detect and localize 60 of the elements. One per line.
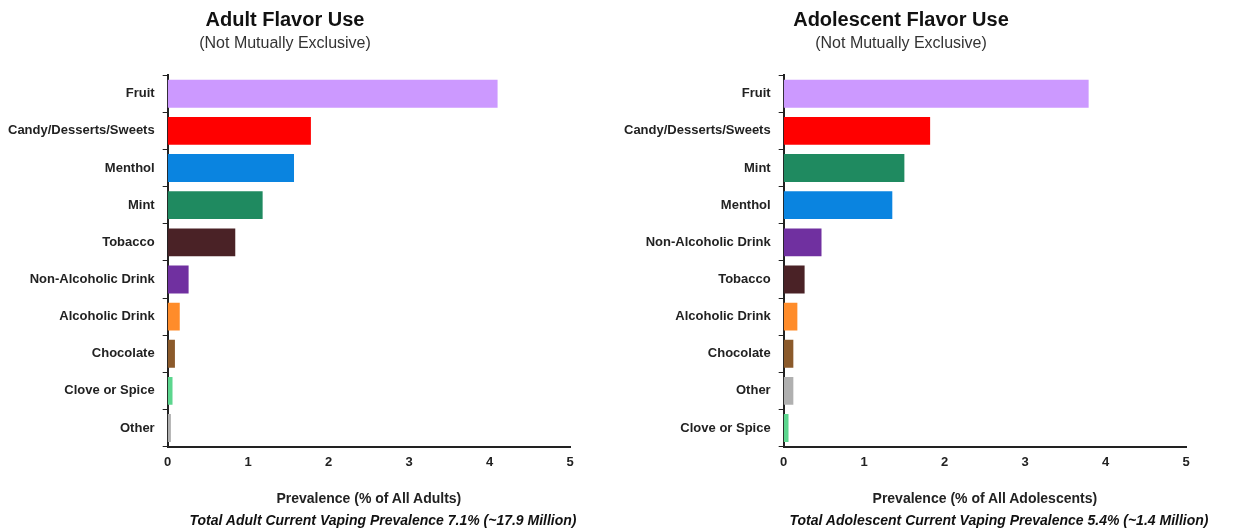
- y-tick-label: Menthol: [720, 196, 771, 212]
- bar: [167, 191, 263, 220]
- y-tick-label: Tobacco: [718, 271, 771, 287]
- x-tick-label: 1: [244, 453, 252, 469]
- text: Total Adolescent Current Vaping Prevalence 5.4% (~1.4 Million): [788, 512, 1210, 528]
- y-tick-label: Non-Alcoholic Drink: [645, 233, 772, 249]
- y-tick-label: Other: [736, 382, 771, 398]
- y-tick-label: Chocolate: [91, 345, 155, 361]
- y-tick-label: Candy/Desserts/Sweets: [7, 122, 155, 138]
- chart-title: Adolescent Flavor Use: [793, 7, 1009, 30]
- y-tick-label: Mint: [127, 196, 156, 212]
- y-tick-label: Mint: [743, 159, 772, 175]
- bar: [783, 79, 1089, 108]
- chart-subtitle: (Not Mutually Exclusive): [815, 34, 987, 52]
- x-tick-label: 4: [1101, 453, 1110, 469]
- y-tick-label: Menthol: [104, 159, 155, 175]
- y-tick-label: Other: [120, 419, 155, 435]
- y-tick-label: Fruit: [741, 85, 772, 101]
- x-axis-title: Prevalence (% of All Adults): [276, 490, 462, 507]
- y-tick-label: Chocolate: [707, 345, 771, 361]
- bar: [783, 116, 931, 145]
- bar: [167, 228, 236, 257]
- bar: [783, 302, 798, 331]
- bar: [167, 116, 311, 145]
- bar: [167, 154, 295, 182]
- bar: [167, 414, 171, 442]
- x-tick-label: 4: [485, 453, 494, 469]
- x-tick-label: 2: [324, 453, 333, 469]
- bar: [167, 79, 498, 108]
- x-axis-title: Prevalence (% of All Adolescents): [872, 490, 1098, 507]
- bar: [783, 265, 805, 294]
- bar: [167, 339, 175, 368]
- y-tick-label: Alcoholic Drink: [59, 308, 156, 324]
- y-tick-label: Non-Alcoholic Drink: [29, 271, 156, 287]
- x-tick-label: 5: [566, 453, 574, 469]
- bar: [783, 376, 794, 405]
- x-tick-label: 0: [164, 453, 172, 469]
- bar: [783, 339, 794, 368]
- y-tick-label: Clove or Spice: [64, 382, 155, 398]
- bar: [783, 154, 905, 182]
- bar: [783, 228, 822, 257]
- x-tick-label: 5: [1182, 453, 1190, 469]
- bar: [167, 376, 173, 405]
- chart-subtitle: (Not Mutually Exclusive): [199, 34, 371, 52]
- y-tick-label: Alcoholic Drink: [675, 308, 772, 324]
- x-tick-label: 3: [405, 453, 413, 469]
- bar: [167, 265, 189, 294]
- x-tick-label: 0: [780, 453, 788, 469]
- bar: [783, 191, 893, 220]
- y-tick-label: Clove or Spice: [680, 419, 771, 435]
- y-tick-label: Tobacco: [102, 233, 155, 249]
- chart-title: Adult Flavor Use: [205, 7, 365, 30]
- bar: [167, 302, 180, 331]
- text: Total Adult Current Vaping Prevalence 7.1% (~17.9 Million): [188, 512, 578, 528]
- x-tick-label: 1: [860, 453, 868, 469]
- x-tick-label: 3: [1021, 453, 1029, 469]
- y-tick-label: Fruit: [125, 85, 156, 101]
- x-tick-label: 2: [940, 453, 949, 469]
- bar: [783, 414, 789, 442]
- y-tick-label: Candy/Desserts/Sweets: [623, 122, 771, 138]
